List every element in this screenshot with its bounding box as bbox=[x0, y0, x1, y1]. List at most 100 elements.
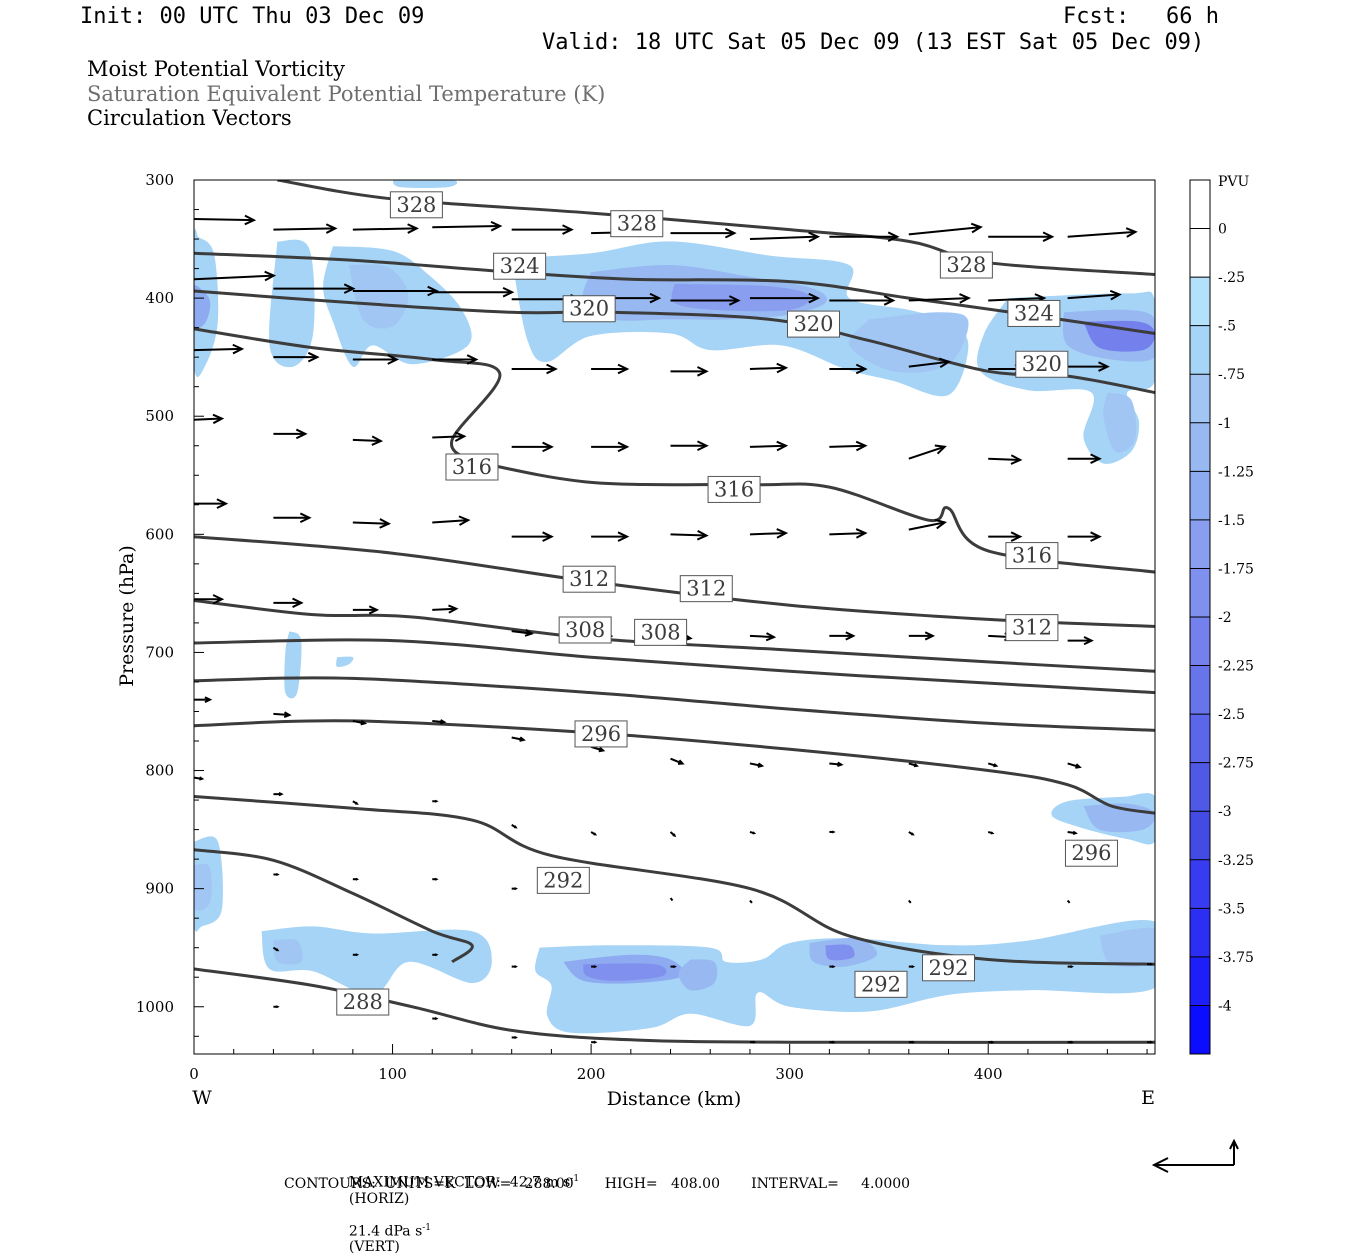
circulation-vector bbox=[988, 531, 1023, 542]
contour-label: 292 bbox=[536, 866, 590, 894]
field-title-vectors: Circulation Vectors bbox=[87, 106, 292, 130]
circulation-vector bbox=[194, 594, 225, 605]
forecast-label: Fcst: bbox=[1063, 4, 1130, 29]
circulation-vector bbox=[749, 1040, 757, 1044]
x-tick-label: 200 bbox=[577, 1065, 606, 1083]
circulation-vector bbox=[352, 435, 384, 446]
contour-info: CONTOURS: UNITS=K LOW= 288.00 HIGH= 408.… bbox=[284, 1176, 911, 1192]
circulation-vector bbox=[829, 231, 900, 242]
circulation-vector bbox=[1066, 899, 1071, 904]
x-axis-title: Distance (km) bbox=[607, 1088, 742, 1110]
contour-label: 320 bbox=[562, 295, 616, 323]
y-tick-label: 500 bbox=[145, 407, 174, 425]
circulation-vector bbox=[432, 515, 471, 526]
circulation-vector bbox=[352, 518, 392, 529]
axes: 300 400 500 600 700 800 900 1000 0 100 200 300 400 bbox=[136, 171, 1148, 1083]
x-axis-west-label: W bbox=[192, 1087, 212, 1109]
circulation-vector bbox=[749, 632, 777, 642]
circulation-vector bbox=[352, 800, 359, 805]
colorbar-level-label: -3.75 bbox=[1218, 950, 1254, 966]
pv-region bbox=[194, 863, 212, 911]
circulation-vector bbox=[1067, 227, 1138, 238]
circulation-vector bbox=[669, 897, 674, 902]
circulation-vector bbox=[591, 1040, 598, 1044]
pv-region bbox=[535, 920, 1155, 1034]
circulation-vector bbox=[432, 354, 479, 365]
colorbar-level-label: 0 bbox=[1218, 222, 1227, 238]
circulation-vector bbox=[591, 363, 630, 375]
circulation-vector bbox=[273, 428, 308, 440]
circulation-vector bbox=[908, 631, 936, 641]
unit-exponent: -1 bbox=[422, 1222, 432, 1233]
circulation-vector bbox=[1067, 965, 1074, 969]
circulation-vector bbox=[670, 965, 677, 969]
forecast-hour: 66 h bbox=[1166, 4, 1219, 29]
pv-region bbox=[348, 264, 409, 329]
colorbar-swatch bbox=[1190, 1005, 1210, 1054]
pv-region bbox=[284, 631, 302, 699]
theta-es-contour bbox=[194, 848, 474, 964]
theta-es-contour bbox=[194, 638, 1155, 695]
circulation-vector bbox=[908, 518, 947, 531]
circulation-vector bbox=[194, 776, 205, 781]
svg-text:316: 316 bbox=[1012, 544, 1052, 568]
contour-label: 316 bbox=[445, 453, 499, 481]
colorbar-swatch bbox=[1190, 811, 1210, 860]
svg-text:320: 320 bbox=[793, 312, 833, 336]
circulation-vector bbox=[1147, 1040, 1154, 1044]
contour-label: 308 bbox=[558, 616, 612, 644]
circulation-vector bbox=[829, 295, 896, 306]
circulation-vector bbox=[988, 454, 1023, 465]
contour-label: 292 bbox=[854, 970, 908, 998]
max-vector-horizontal-tag: (HORIZ) bbox=[348, 1190, 410, 1207]
circulation-vector bbox=[1067, 531, 1102, 542]
circulation-vector bbox=[829, 363, 868, 375]
circulation-vector bbox=[273, 351, 320, 363]
colorbar-level-label: -2.25 bbox=[1218, 659, 1254, 675]
svg-text:320: 320 bbox=[1022, 352, 1062, 376]
circulation-vector bbox=[511, 736, 526, 742]
contour-label: 316 bbox=[1005, 542, 1059, 570]
colorbar-swatch bbox=[1190, 374, 1210, 423]
y-tick-label: 900 bbox=[145, 880, 174, 898]
contour-label: 328 bbox=[389, 191, 443, 219]
colorbar-level-label: -1 bbox=[1218, 416, 1232, 432]
svg-text:308: 308 bbox=[565, 618, 605, 642]
contour-label: 296 bbox=[574, 720, 628, 748]
circulation-vector bbox=[352, 354, 400, 365]
circulation-vector bbox=[749, 362, 789, 374]
circulation-vector bbox=[749, 830, 757, 835]
circulation-vector bbox=[194, 413, 225, 425]
circulation-vector bbox=[670, 529, 709, 541]
colorbar-swatch bbox=[1190, 519, 1210, 569]
y-tick-label: 300 bbox=[145, 171, 174, 189]
contour-label: 320 bbox=[786, 310, 840, 338]
svg-text:292: 292 bbox=[928, 956, 968, 980]
x-axis-east-label: E bbox=[1141, 1087, 1155, 1109]
colorbar-swatch bbox=[1190, 617, 1210, 666]
svg-text:296: 296 bbox=[581, 722, 621, 746]
svg-text:292: 292 bbox=[543, 868, 583, 892]
theta-es-contour bbox=[194, 967, 1155, 1044]
max-vector-vertical-tag: (VERT) bbox=[348, 1239, 400, 1255]
circulation-vector bbox=[829, 965, 836, 969]
y-tick-label: 600 bbox=[145, 525, 174, 543]
colorbar-swatch bbox=[1190, 956, 1210, 1006]
circulation-vector bbox=[432, 604, 459, 614]
pv-region bbox=[261, 926, 492, 995]
theta-es-contour bbox=[194, 535, 1155, 628]
circulation-vector bbox=[194, 696, 213, 704]
circulation-vector bbox=[829, 440, 868, 452]
circulation-vector bbox=[749, 440, 789, 452]
svg-text:292: 292 bbox=[861, 972, 901, 996]
svg-text:324: 324 bbox=[500, 254, 540, 278]
svg-text:312: 312 bbox=[686, 577, 726, 601]
colorbar-swatch bbox=[1190, 325, 1210, 375]
circulation-vector bbox=[829, 761, 844, 768]
circulation-vector bbox=[749, 762, 765, 768]
svg-text:288: 288 bbox=[343, 990, 383, 1014]
circulation-vector bbox=[1067, 361, 1110, 372]
max-vector-horizontal: MAXIMUM VECTOR: 42.7 m s bbox=[348, 1174, 571, 1191]
colorbar: 0 -.25 -.5 -.75 -1 -1.25 -1.5 -1.75 -2 -2.25 -2.5 -… bbox=[1189, 179, 1254, 1055]
circulation-vector bbox=[908, 899, 912, 904]
